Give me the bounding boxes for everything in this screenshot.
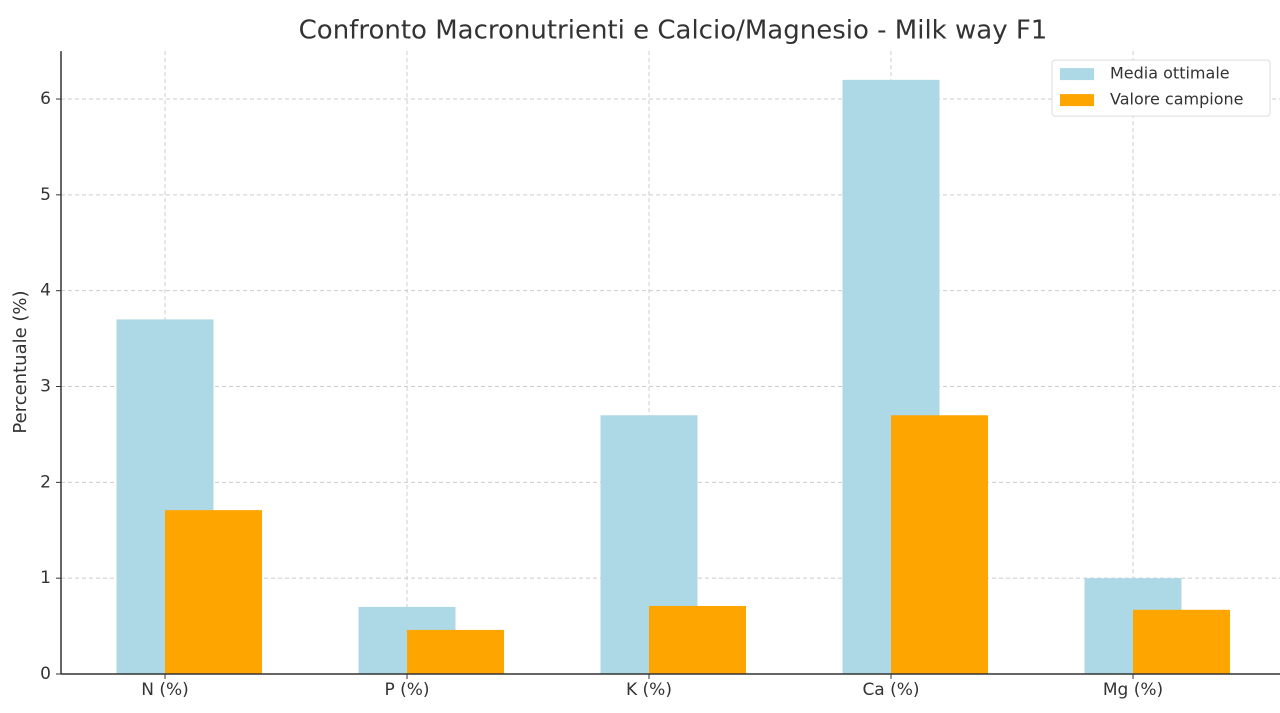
bar <box>1133 609 1230 674</box>
x-tick-label: Mg (%) <box>1103 680 1163 700</box>
y-tick-label: 1 <box>40 568 51 588</box>
y-tick-label: 4 <box>40 281 51 301</box>
legend-swatch <box>1060 68 1094 81</box>
legend: Media ottimale Valore campione <box>1051 59 1271 117</box>
x-tick-label: Ca (%) <box>862 680 919 700</box>
y-tick-label: 5 <box>40 185 51 205</box>
chart-title: Confronto Macronutrienti e Calcio/Magnes… <box>299 16 1048 46</box>
x-tick-label: N (%) <box>141 680 189 700</box>
x-tick-label: K (%) <box>626 680 672 700</box>
legend-label: Media ottimale <box>1110 64 1230 83</box>
bar <box>649 605 746 674</box>
y-tick-label: 0 <box>40 664 51 684</box>
bar <box>891 415 988 674</box>
bar <box>165 510 262 674</box>
x-tick-label: P (%) <box>384 680 429 700</box>
y-tick-label: 6 <box>40 89 51 109</box>
legend-box <box>1051 59 1271 117</box>
legend-swatch <box>1060 94 1094 107</box>
y-axis-label: Percentuale (%) <box>10 290 31 433</box>
legend-label: Valore campione <box>1110 90 1243 109</box>
y-tick-label: 3 <box>40 377 51 397</box>
y-tick-label: 2 <box>40 472 51 492</box>
bar <box>407 629 504 674</box>
